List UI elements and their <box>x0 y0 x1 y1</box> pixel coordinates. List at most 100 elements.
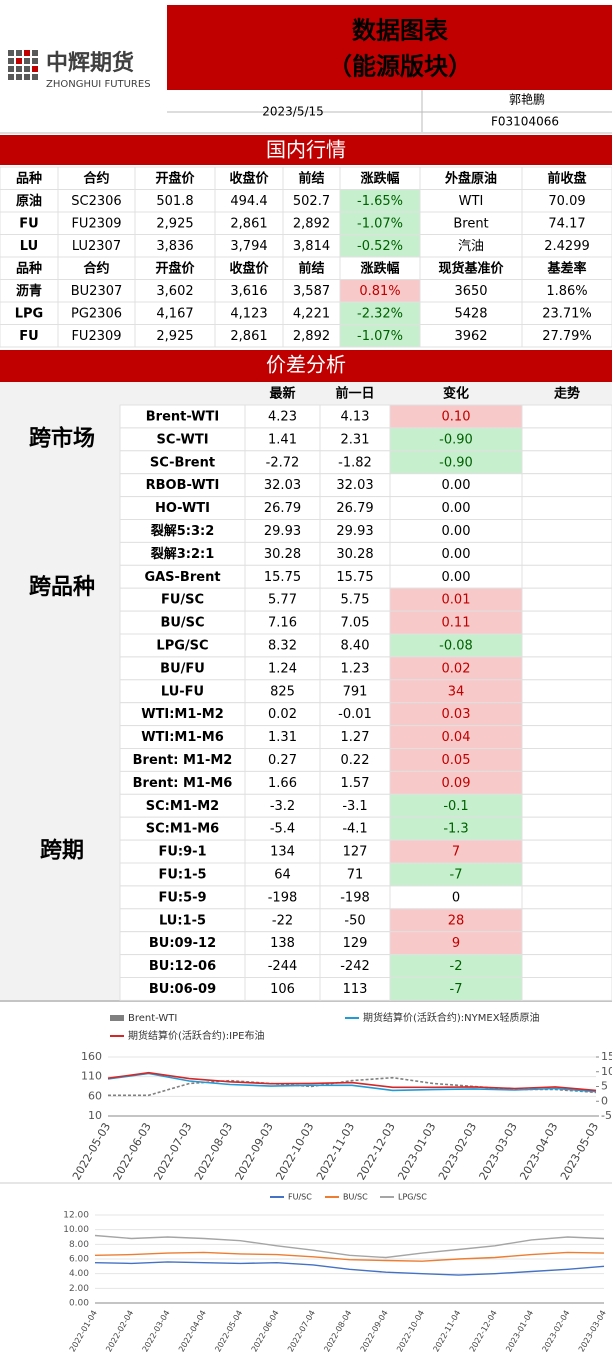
table-value: BU2307 <box>71 284 123 299</box>
table-value: 2,892 <box>293 329 330 344</box>
table-value: 3962 <box>454 329 487 344</box>
trend-cell <box>521 954 612 978</box>
trend-cell <box>521 633 612 658</box>
y-tick-label: 0.00 <box>69 1299 89 1309</box>
table-value: 7.16 <box>268 616 297 631</box>
table-value: 26.79 <box>336 501 373 516</box>
x-tick-label: 2023-04-03 <box>517 1121 560 1183</box>
table-value: Brent <box>453 217 488 232</box>
table-header: 前收盘 <box>547 171 586 187</box>
x-tick-label: 2023-01-03 <box>395 1121 438 1183</box>
table-value: 0.02 <box>442 661 471 676</box>
trend-cell <box>521 770 612 795</box>
spread-name: LU:1-5 <box>159 913 206 928</box>
section-bar <box>0 135 612 165</box>
table-value: LU <box>20 239 38 254</box>
table-value: 0.05 <box>442 753 471 768</box>
table-value: 1.57 <box>341 776 370 791</box>
x-tick-label: 2022-07-03 <box>151 1121 194 1183</box>
x-tick-label: 2023-03-03 <box>477 1121 520 1183</box>
x-tick-label: 2023-01-04 <box>504 1309 535 1354</box>
table-value: -1.3 <box>443 822 468 837</box>
x-tick-label: 2022-09-03 <box>233 1121 276 1183</box>
table-value: 2.31 <box>341 432 370 447</box>
y-tick-label: 160 <box>81 1050 102 1063</box>
table-value: 3650 <box>454 284 487 299</box>
x-tick-label: 2022-02-04 <box>104 1309 135 1354</box>
spread-name: HO-WTI <box>155 501 210 516</box>
table-header: 前结 <box>298 171 324 187</box>
logo-text: 中辉期货 <box>46 50 134 76</box>
spread-name: WTI:M1-M6 <box>141 730 224 745</box>
trend-cell <box>521 885 612 910</box>
x-tick-label: 2022-03-04 <box>141 1309 172 1354</box>
table-cell <box>521 324 612 348</box>
table-value: 113 <box>343 982 368 997</box>
trend-cell <box>521 931 612 956</box>
table-value: 3,836 <box>156 239 193 254</box>
table-value: 4,221 <box>293 307 330 322</box>
x-tick-label: 2022-11-04 <box>431 1309 462 1354</box>
table-value: -1.07% <box>357 217 403 232</box>
table-value: 9 <box>452 936 460 951</box>
series-line <box>108 1076 597 1097</box>
table-header: 开盘价 <box>155 171 195 187</box>
table-value: 1.23 <box>341 661 370 676</box>
table-value: 3,814 <box>293 239 330 254</box>
table-value: 3,794 <box>230 239 267 254</box>
section-title: 价差分析 <box>266 353 346 377</box>
table-value: 4.23 <box>268 410 297 425</box>
table-value: PG2306 <box>71 307 122 322</box>
table-value: 134 <box>270 845 295 860</box>
trend-cell <box>521 541 612 566</box>
table-value: 汽油 <box>458 239 484 254</box>
table-value: -1.65% <box>357 194 403 209</box>
x-tick-label: 2022-08-03 <box>192 1121 235 1183</box>
table-value: 1.86% <box>546 284 587 299</box>
table-value: -0.1 <box>443 799 468 814</box>
table-value: 0.03 <box>442 707 471 722</box>
table-value: 64 <box>274 868 291 883</box>
spread-name: RBOB-WTI <box>146 478 220 493</box>
spread-name: SC-Brent <box>150 455 215 470</box>
y-tick-label: 10 <box>88 1109 102 1122</box>
table-value: 70.09 <box>548 194 585 209</box>
table-header: 变化 <box>443 386 469 402</box>
group-label: 跨市场 <box>29 425 95 451</box>
table-header: 品种 <box>16 171 42 187</box>
spread-name: SC:M1-M6 <box>146 822 219 837</box>
table-value: LPG <box>15 307 43 322</box>
legend-label: 期货结算价(活跃合约):IPE布油 <box>128 1029 264 1042</box>
table-value: 原油 <box>16 193 42 209</box>
legend-label: BU/SC <box>343 1193 368 1202</box>
table-value: 32.03 <box>336 478 373 493</box>
trend-cell <box>521 816 612 841</box>
table-value: 8.32 <box>268 639 297 654</box>
table-value: 0.11 <box>442 616 471 631</box>
date: 2023/5/15 <box>262 105 324 119</box>
spread-name: BU/FU <box>160 661 205 676</box>
group-label: 跨品种 <box>29 574 95 600</box>
table-value: 1.31 <box>268 730 297 745</box>
table-value: FU2309 <box>71 217 121 232</box>
table-value: 0 <box>452 890 460 905</box>
y-tick-label: 110 <box>81 1070 102 1083</box>
table-header: 品种 <box>16 261 42 277</box>
table-header: 外盘原油 <box>444 171 497 187</box>
table-value: 29.93 <box>336 524 373 539</box>
y-tick-label: 4.00 <box>69 1269 89 1279</box>
y-tick-label: 12.00 <box>63 1211 89 1221</box>
spread-name: SC:M1-M2 <box>146 799 219 814</box>
table-value: 2,892 <box>293 217 330 232</box>
spread-name: BU:12-06 <box>149 959 216 974</box>
table-value: SC2306 <box>71 194 121 209</box>
x-tick-label: 2023-02-03 <box>436 1121 479 1183</box>
table-value: 3,602 <box>156 284 193 299</box>
x-tick-label: 2023-05-03 <box>558 1121 601 1183</box>
table-value: -0.90 <box>439 432 473 447</box>
table-value: 0.81% <box>359 284 400 299</box>
series-line <box>107 1071 597 1092</box>
trend-cell <box>521 404 612 429</box>
table-value: 27.79% <box>542 329 592 344</box>
table-value: FU2309 <box>71 329 121 344</box>
